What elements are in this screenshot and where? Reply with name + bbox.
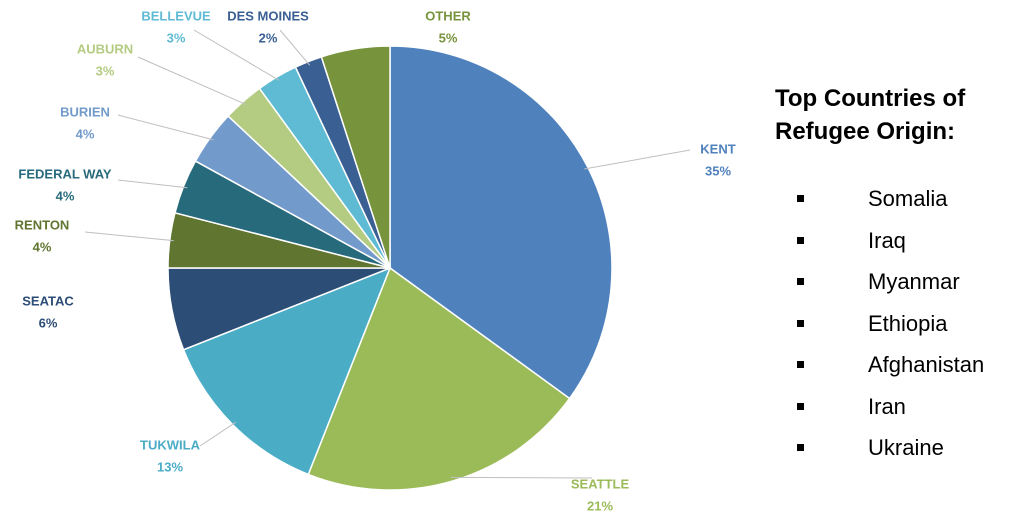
slice-name: FEDERAL WAY xyxy=(18,166,112,181)
slice-percent: 4% xyxy=(76,126,95,141)
country-item: Iraq xyxy=(775,220,1029,262)
slice-name: DES MOINES xyxy=(227,8,309,23)
pie-slice xyxy=(389,45,613,400)
slice-name: OTHER xyxy=(425,8,471,23)
slice-name: BURIEN xyxy=(60,104,110,119)
country-list: Somalia Iraq Myanmar Ethiopia Afghanistan Ira… xyxy=(775,178,1029,469)
slice-percent: 21% xyxy=(587,498,613,513)
country-item: Ukraine xyxy=(775,427,1029,469)
leader-line xyxy=(199,421,237,447)
slice-name: TUKWILA xyxy=(140,437,201,452)
pie-slice xyxy=(320,45,391,269)
country-item: Ethiopia xyxy=(775,303,1029,345)
country-item: Iran xyxy=(775,386,1029,428)
leader-line xyxy=(117,114,214,141)
slice-name: AUBURN xyxy=(77,41,133,56)
slice-name: KENT xyxy=(700,141,735,156)
leader-line xyxy=(450,476,593,479)
leader-line xyxy=(137,56,247,105)
slice-name: BELLEVUE xyxy=(141,8,211,23)
panel-title: Top Countries of Refugee Origin: xyxy=(775,85,966,145)
slice-name: RENTON xyxy=(15,217,70,232)
country-item: Myanmar xyxy=(775,261,1029,303)
pie-slice xyxy=(307,266,571,491)
slice-percent: 3% xyxy=(167,30,186,45)
slice-percent: 5% xyxy=(439,30,458,45)
leader-line xyxy=(193,29,280,81)
leader-line xyxy=(279,29,311,66)
slice-percent: 13% xyxy=(157,459,183,474)
slice-percent: 6% xyxy=(39,315,58,330)
country-item: Afghanistan xyxy=(775,344,1029,386)
slice-percent: 4% xyxy=(33,239,52,254)
leader-line xyxy=(584,149,691,170)
leader-line xyxy=(117,179,188,189)
slice-name: SEATAC xyxy=(22,293,74,308)
slice-percent: 4% xyxy=(56,188,75,203)
side-panel: Top Countries of Refugee Origin: Somalia… xyxy=(775,82,1029,469)
leader-line xyxy=(84,231,174,242)
slice-percent: 2% xyxy=(259,30,278,45)
country-item: Somalia xyxy=(775,178,1029,220)
slice-percent: 35% xyxy=(705,163,731,178)
slice-name: SEATTLE xyxy=(571,476,630,491)
slice-percent: 3% xyxy=(96,63,115,78)
